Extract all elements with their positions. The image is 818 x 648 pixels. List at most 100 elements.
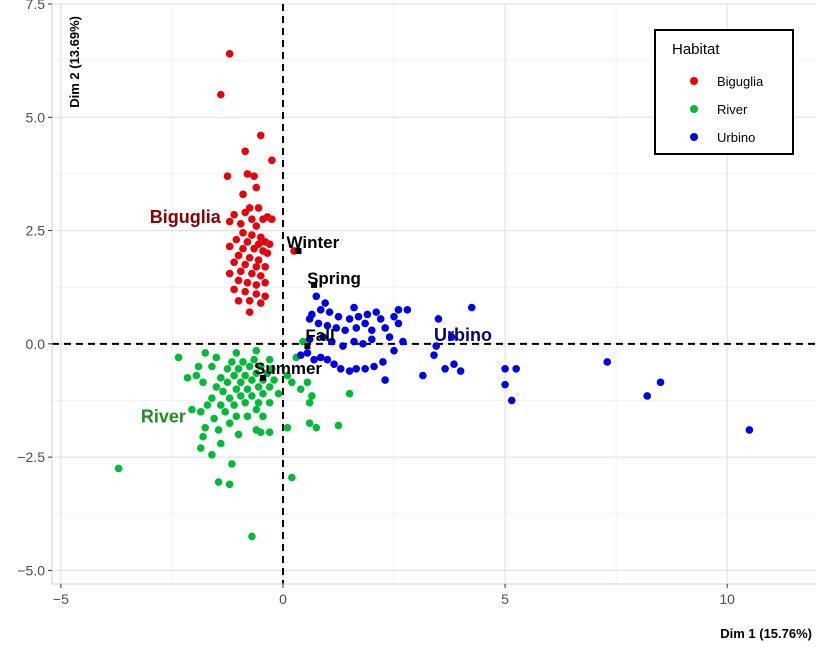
- legend: Habitat Biguglia River Urbino: [654, 29, 794, 155]
- point-biguglia: [230, 210, 238, 219]
- point-river: [203, 401, 212, 409]
- point-river: [216, 401, 225, 409]
- point-urbino: [394, 306, 403, 314]
- point-biguglia: [245, 308, 254, 316]
- point-river: [305, 419, 314, 427]
- point-urbino: [512, 364, 520, 373]
- season-marker-fall: [304, 343, 311, 350]
- point-urbino: [430, 351, 438, 359]
- legend-swatch-biguglia: [690, 77, 698, 85]
- point-river: [252, 426, 261, 434]
- point-urbino: [376, 315, 385, 323]
- point-urbino: [359, 340, 367, 348]
- point-river: [312, 423, 321, 432]
- point-river: [259, 412, 267, 421]
- point-urbino: [296, 351, 305, 359]
- point-river: [197, 444, 205, 452]
- point-biguglia: [241, 208, 250, 217]
- point-biguglia: [265, 240, 274, 248]
- point-river: [265, 355, 274, 364]
- point-river: [225, 394, 234, 403]
- point-urbino: [350, 337, 358, 346]
- point-river: [270, 376, 278, 384]
- point-river: [250, 355, 258, 364]
- habitat-label-biguglia: Biguglia: [150, 207, 222, 227]
- point-biguglia: [248, 215, 256, 224]
- point-biguglia: [239, 244, 247, 253]
- legend-label-river: River: [717, 102, 748, 117]
- point-urbino: [350, 303, 358, 312]
- point-river: [223, 378, 232, 387]
- x-tick-label: 5: [501, 591, 509, 607]
- y-tick-label: −2.5: [17, 449, 45, 465]
- point-biguglia: [216, 90, 225, 99]
- data-points: [114, 50, 754, 541]
- point-river: [303, 378, 312, 387]
- legend-label-urbino: Urbino: [717, 130, 755, 145]
- point-river: [199, 432, 207, 441]
- point-biguglia: [223, 172, 232, 180]
- x-axis-ticks: −5 0 5 10: [53, 584, 735, 607]
- y-tick-label: 7.5: [26, 0, 46, 12]
- point-river: [265, 383, 274, 391]
- point-urbino: [354, 312, 363, 321]
- point-urbino: [447, 333, 456, 341]
- season-label-fall: Fall: [305, 326, 334, 345]
- habitat-labels: Biguglia River Urbino: [141, 207, 492, 426]
- point-urbino: [321, 299, 329, 307]
- point-urbino: [308, 310, 316, 319]
- point-urbino: [352, 364, 361, 373]
- point-river: [308, 392, 316, 400]
- x-tick-label: −5: [53, 591, 69, 607]
- point-river: [241, 371, 250, 380]
- point-urbino: [501, 364, 509, 373]
- point-river: [254, 398, 263, 407]
- point-river: [268, 364, 276, 373]
- point-biguglia: [263, 249, 272, 258]
- point-river: [252, 346, 261, 355]
- point-biguglia: [248, 269, 256, 278]
- point-urbino: [328, 337, 336, 346]
- point-river: [230, 401, 238, 409]
- point-biguglia: [268, 215, 276, 224]
- habitat-label-river: River: [141, 406, 186, 426]
- point-urbino: [381, 376, 389, 384]
- point-urbino: [368, 326, 376, 335]
- point-urbino: [319, 333, 327, 341]
- point-biguglia: [256, 299, 265, 307]
- point-urbino: [381, 324, 389, 332]
- point-urbino: [336, 364, 345, 373]
- point-biguglia: [234, 251, 243, 260]
- point-biguglia: [268, 156, 276, 165]
- point-biguglia: [252, 290, 261, 298]
- point-river: [305, 398, 314, 407]
- point-river: [288, 473, 296, 482]
- point-biguglia: [225, 217, 234, 226]
- reference-lines: [52, 4, 816, 584]
- point-river: [214, 426, 223, 434]
- point-river: [248, 532, 256, 541]
- point-biguglia: [261, 278, 270, 287]
- point-urbino: [345, 367, 354, 375]
- point-biguglia: [252, 183, 261, 192]
- point-river: [208, 362, 216, 371]
- point-biguglia: [241, 260, 250, 269]
- point-river: [254, 383, 263, 391]
- point-urbino: [323, 355, 332, 364]
- x-tick-label: 0: [279, 591, 287, 607]
- point-urbino: [656, 378, 665, 387]
- point-biguglia: [234, 276, 243, 285]
- point-urbino: [432, 342, 441, 350]
- point-river: [221, 408, 230, 416]
- point-river: [236, 392, 245, 400]
- point-river: [183, 374, 192, 382]
- point-river: [216, 374, 225, 382]
- point-urbino: [334, 312, 343, 321]
- point-biguglia: [230, 258, 238, 267]
- point-river: [188, 405, 196, 414]
- season-markers: Winter Spring Fall Summer: [254, 233, 361, 381]
- point-river: [201, 423, 210, 432]
- point-river: [225, 419, 234, 427]
- point-river: [252, 405, 261, 414]
- season-marker-summer: [259, 374, 266, 381]
